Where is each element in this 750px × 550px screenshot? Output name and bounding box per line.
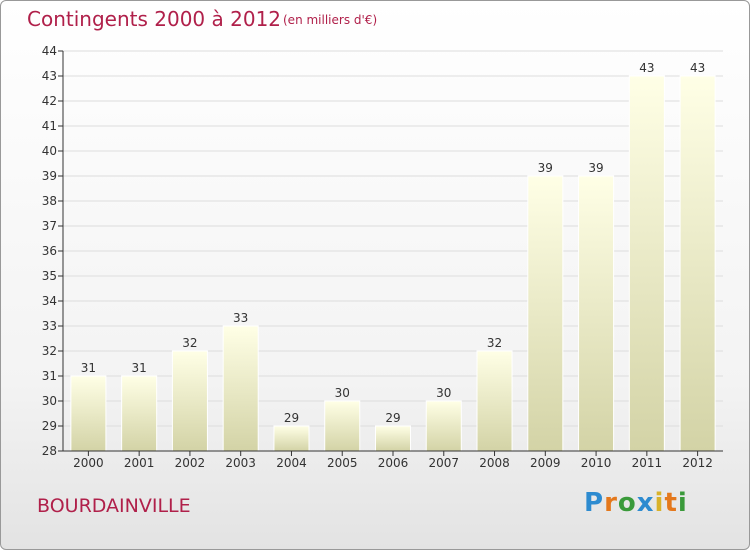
x-tick-label: 2003 (225, 456, 256, 470)
bar (527, 175, 564, 452)
x-tick-label: 2011 (632, 456, 663, 470)
bar (171, 350, 208, 452)
y-tick-label: 35 (42, 269, 57, 283)
y-tick-label: 44 (42, 44, 57, 58)
y-tick-label: 37 (42, 219, 57, 233)
data-label: 39 (588, 161, 603, 175)
data-label: 39 (538, 161, 553, 175)
data-label: 43 (639, 61, 654, 75)
data-label: 31 (81, 361, 96, 375)
y-tick-label: 33 (42, 319, 57, 333)
data-label: 29 (385, 411, 400, 425)
x-tick-label: 2006 (378, 456, 409, 470)
data-label: 29 (284, 411, 299, 425)
y-tick-label: 43 (42, 69, 57, 83)
x-tick-label: 2010 (581, 456, 612, 470)
commune-name: BOURDAINVILLE (37, 495, 191, 517)
bar (628, 75, 665, 452)
x-tick-label: 2009 (530, 456, 561, 470)
y-tick-label: 39 (42, 169, 57, 183)
y-tick-label: 32 (42, 344, 57, 358)
chart-subtitle: (en milliers d'€) (283, 13, 378, 27)
data-label: 30 (335, 386, 350, 400)
y-tick-label: 28 (42, 444, 57, 458)
bar (679, 75, 716, 452)
bar (273, 425, 310, 452)
y-tick-label: 31 (42, 369, 57, 383)
y-tick-label: 38 (42, 194, 57, 208)
x-tick-label: 2005 (327, 456, 358, 470)
y-tick-label: 36 (42, 244, 57, 258)
bar (70, 375, 107, 452)
bar (121, 375, 158, 452)
x-tick-label: 2012 (682, 456, 713, 470)
proxiti-logo[interactable]: Proxiti (584, 488, 688, 518)
bar (374, 425, 412, 452)
bar (222, 325, 259, 452)
bar (425, 400, 462, 452)
chart-title: Contingents 2000 à 2012 (27, 7, 282, 31)
data-label: 33 (233, 311, 248, 325)
data-label: 43 (690, 61, 705, 75)
bar (324, 400, 361, 452)
x-tick-label: 2007 (428, 456, 459, 470)
y-tick-label: 34 (42, 294, 57, 308)
data-label: 32 (487, 336, 502, 350)
data-label: 32 (182, 336, 197, 350)
bar (578, 175, 615, 452)
x-tick-label: 2000 (73, 456, 104, 470)
y-tick-label: 29 (42, 419, 57, 433)
y-tick-label: 40 (42, 144, 57, 158)
x-tick-label: 2008 (479, 456, 510, 470)
y-tick-label: 30 (42, 394, 57, 408)
y-tick-label: 41 (42, 119, 57, 133)
x-tick-label: 2004 (276, 456, 307, 470)
bar (476, 350, 513, 452)
data-label: 30 (436, 386, 451, 400)
x-tick-label: 2002 (175, 456, 206, 470)
x-tick-label: 2001 (124, 456, 155, 470)
y-tick-label: 42 (42, 94, 57, 108)
data-label: 31 (132, 361, 147, 375)
